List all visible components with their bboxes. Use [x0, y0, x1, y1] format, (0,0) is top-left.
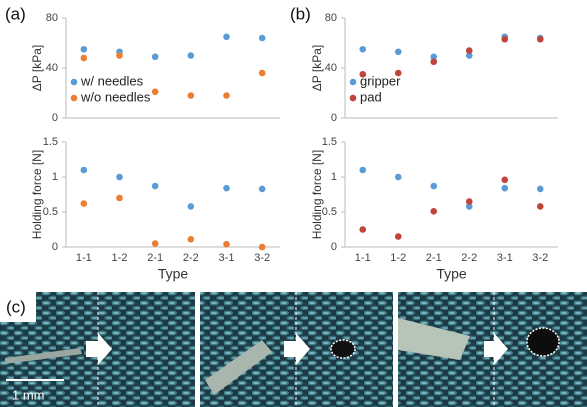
legend-label: gripper [360, 73, 401, 88]
data-point [430, 182, 438, 190]
data-point [258, 243, 266, 251]
x-tick-label: 2-2 [461, 252, 477, 264]
y-tick-label: 40 [325, 62, 337, 74]
y-axis-title: ΔP [kPa] [310, 45, 324, 91]
panel-label: (c) [6, 297, 26, 316]
data-point [80, 54, 88, 62]
y-tick-label: 0.5 [43, 206, 58, 218]
data-point [465, 47, 473, 54]
data-point [223, 184, 230, 192]
data-point [394, 48, 402, 56]
data-point [465, 203, 473, 210]
data-point [501, 184, 509, 192]
data-point [465, 52, 473, 59]
y-tick-label: 0 [331, 112, 337, 124]
data-point [501, 176, 509, 184]
data-point [151, 88, 159, 96]
x-axis-title: Type [158, 266, 189, 282]
x-tick-label: 3-1 [219, 252, 235, 264]
data-point [536, 203, 544, 210]
scale-bar-label: 1 mm [12, 387, 45, 402]
data-point [80, 45, 88, 53]
legend-marker [70, 94, 78, 102]
y-tick-label: 80 [46, 12, 58, 24]
legend-label: w/ needles [80, 73, 144, 88]
data-point [536, 185, 544, 193]
data-point [187, 92, 195, 99]
y-axis-title: Holding force [N] [310, 150, 324, 239]
data-point [80, 166, 88, 174]
data-point [394, 173, 402, 181]
panel-label: (a) [5, 4, 26, 23]
data-point [151, 182, 159, 190]
x-tick-label: 1-2 [112, 252, 128, 264]
data-point [116, 194, 123, 202]
data-point [187, 236, 195, 243]
y-axis-title: Holding force [N] [30, 150, 44, 239]
x-tick-label: 1-1 [355, 252, 371, 264]
y-tick-label: 0 [52, 241, 58, 253]
data-point [116, 52, 123, 59]
data-point [187, 203, 195, 210]
data-point [223, 240, 230, 248]
data-point [359, 226, 367, 233]
y-tick-label: 0 [52, 112, 58, 124]
legend-marker [70, 78, 78, 86]
x-tick-label: 2-2 [183, 252, 199, 264]
y-tick-label: 1.5 [43, 136, 58, 148]
y-tick-label: 40 [46, 62, 58, 74]
x-tick-label: 1-2 [390, 252, 406, 264]
panel-label: (b) [290, 4, 311, 23]
y-tick-label: 0.5 [322, 206, 337, 218]
y-tick-label: 1 [52, 171, 58, 183]
data-point [258, 34, 266, 42]
y-axis-title: ΔP [kPa] [30, 45, 44, 91]
x-tick-label: 3-2 [254, 252, 270, 264]
data-point [223, 92, 230, 99]
data-point [501, 35, 509, 43]
x-axis-title: Type [436, 266, 467, 282]
legend-label: pad [360, 89, 382, 104]
legend-label: w/o needles [80, 89, 151, 104]
data-point [187, 52, 195, 59]
x-tick-label: 1-1 [76, 252, 92, 264]
y-tick-label: 1.5 [322, 136, 337, 148]
x-tick-label: 2-1 [426, 252, 442, 264]
legend-marker [349, 78, 357, 86]
data-point [430, 208, 438, 215]
x-tick-label: 3-2 [532, 252, 548, 264]
data-point [359, 45, 367, 53]
data-point [359, 166, 367, 174]
photos [0, 292, 587, 407]
data-point [430, 53, 438, 61]
data-point [151, 240, 159, 247]
data-point [258, 185, 266, 193]
data-point [223, 33, 230, 41]
x-tick-label: 3-1 [497, 252, 513, 264]
x-tick-label: 2-1 [147, 252, 163, 264]
data-point [151, 53, 159, 61]
legend-marker [349, 94, 357, 102]
data-point [430, 58, 438, 66]
data-point [359, 70, 367, 78]
y-tick-label: 0 [331, 241, 337, 253]
data-point [394, 233, 402, 240]
y-tick-label: 1 [331, 171, 337, 183]
data-point [258, 69, 266, 77]
data-point [80, 200, 88, 207]
data-point [465, 198, 473, 205]
y-tick-label: 80 [325, 12, 337, 24]
data-point [394, 69, 402, 77]
data-point [116, 173, 123, 181]
data-point [536, 35, 544, 43]
